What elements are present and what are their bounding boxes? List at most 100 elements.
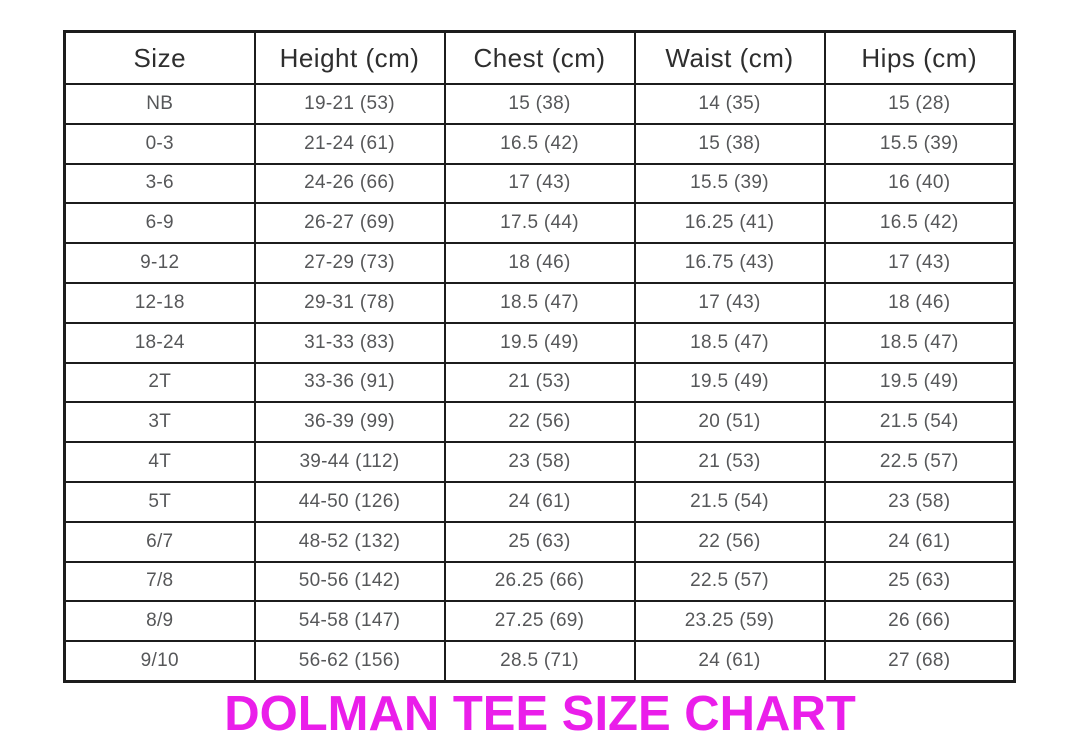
table-row: 6/7 48-52 (132) 25 (63) 22 (56) 24 (61): [63, 520, 1016, 563]
measurement-cell: 15 (38): [633, 122, 826, 165]
measurement-cell: 16.5 (42): [443, 122, 636, 165]
measurement-cell: 36-39 (99): [253, 401, 446, 444]
measurement-cell: 16.75 (43): [633, 242, 826, 284]
measurement-cell: 22 (56): [443, 401, 636, 444]
size-cell: 4T: [63, 441, 256, 483]
column-header: Hips (cm): [823, 30, 1016, 85]
table-row: 0-3 21-24 (61) 16.5 (42) 15 (38) 15.5 (39): [63, 122, 1016, 165]
measurement-cell: 17 (43): [823, 242, 1016, 284]
measurement-cell: 29-31 (78): [253, 281, 446, 324]
table-row: 9/10 56-62 (156) 28.5 (71) 24 (61) 27 (68): [63, 640, 1016, 683]
measurement-cell: 17.5 (44): [443, 202, 636, 245]
measurement-cell: 20 (51): [633, 401, 826, 444]
measurement-cell: 26-27 (69): [253, 202, 446, 245]
table-row: 7/8 50-56 (142) 26.25 (66) 22.5 (57) 25 (63): [63, 560, 1016, 603]
measurement-cell: 18.5 (47): [633, 321, 826, 364]
measurement-cell: 19.5 (49): [823, 361, 1016, 404]
measurement-cell: 56-62 (156): [253, 640, 446, 683]
column-header: Waist (cm): [633, 30, 826, 85]
measurement-cell: 24 (61): [443, 480, 636, 523]
table-row: NB 19-21 (53) 15 (38) 14 (35) 15 (28): [63, 83, 1016, 125]
column-header: Height (cm): [253, 30, 446, 85]
measurement-cell: 33-36 (91): [253, 361, 446, 404]
measurement-cell: 27 (68): [823, 640, 1016, 683]
measurement-cell: 15.5 (39): [633, 162, 826, 205]
size-cell: 9-12: [63, 242, 256, 284]
table-header: Size Height (cm) Chest (cm) Waist (cm) Hips …: [63, 30, 1016, 85]
measurement-cell: 31-33 (83): [253, 321, 446, 364]
size-cell: 5T: [63, 480, 256, 523]
measurement-cell: 19.5 (49): [633, 361, 826, 404]
table-body: NB 19-21 (53) 15 (38) 14 (35) 15 (28) 0-3 21-2…: [63, 83, 1016, 683]
measurement-cell: 15.5 (39): [823, 122, 1016, 165]
table-row: 3T 36-39 (99) 22 (56) 20 (51) 21.5 (54): [63, 401, 1016, 444]
measurement-cell: 22 (56): [633, 520, 826, 563]
size-cell: 8/9: [63, 600, 256, 643]
measurement-cell: 48-52 (132): [253, 520, 446, 563]
table-row: 12-18 29-31 (78) 18.5 (47) 17 (43) 18 (46): [63, 281, 1016, 324]
size-cell: NB: [63, 83, 256, 125]
size-cell: 0-3: [63, 122, 256, 165]
table-row: 5T 44-50 (126) 24 (61) 21.5 (54) 23 (58): [63, 480, 1016, 523]
size-cell: 12-18: [63, 281, 256, 324]
measurement-cell: 24 (61): [633, 640, 826, 683]
measurement-cell: 18.5 (47): [823, 321, 1016, 364]
measurement-cell: 18 (46): [823, 281, 1016, 324]
measurement-cell: 39-44 (112): [253, 441, 446, 483]
size-cell: 18-24: [63, 321, 256, 364]
measurement-cell: 28.5 (71): [443, 640, 636, 683]
measurement-cell: 21.5 (54): [633, 480, 826, 523]
size-cell: 3T: [63, 401, 256, 444]
table-row: 9-12 27-29 (73) 18 (46) 16.75 (43) 17 (43): [63, 242, 1016, 284]
size-cell: 2T: [63, 361, 256, 404]
chart-title: DOLMAN TEE SIZE CHART: [224, 687, 856, 741]
measurement-cell: 21.5 (54): [823, 401, 1016, 444]
measurement-cell: 27.25 (69): [443, 600, 636, 643]
measurement-cell: 24-26 (66): [253, 162, 446, 205]
measurement-cell: 17 (43): [443, 162, 636, 205]
measurement-cell: 22.5 (57): [633, 560, 826, 603]
size-cell: 6-9: [63, 202, 256, 245]
measurement-cell: 26.25 (66): [443, 560, 636, 603]
measurement-cell: 15 (28): [823, 83, 1016, 125]
measurement-cell: 19.5 (49): [443, 321, 636, 364]
measurement-cell: 16.25 (41): [633, 202, 826, 245]
measurement-cell: 25 (63): [823, 560, 1016, 603]
measurement-cell: 21-24 (61): [253, 122, 446, 165]
measurement-cell: 14 (35): [633, 83, 826, 125]
size-cell: 7/8: [63, 560, 256, 603]
table-row: 18-24 31-33 (83) 19.5 (49) 18.5 (47) 18.5 (4…: [63, 321, 1016, 364]
measurement-cell: 22.5 (57): [823, 441, 1016, 483]
measurement-cell: 21 (53): [633, 441, 826, 483]
measurement-cell: 23 (58): [443, 441, 636, 483]
measurement-cell: 44-50 (126): [253, 480, 446, 523]
measurement-cell: 54-58 (147): [253, 600, 446, 643]
table-row: 2T 33-36 (91) 21 (53) 19.5 (49) 19.5 (49): [63, 361, 1016, 404]
measurement-cell: 27-29 (73): [253, 242, 446, 284]
measurement-cell: 23 (58): [823, 480, 1016, 523]
size-cell: 3-6: [63, 162, 256, 205]
measurement-cell: 16.5 (42): [823, 202, 1016, 245]
measurement-cell: 18.5 (47): [443, 281, 636, 324]
measurement-cell: 25 (63): [443, 520, 636, 563]
measurement-cell: 18 (46): [443, 242, 636, 284]
measurement-cell: 23.25 (59): [633, 600, 826, 643]
measurement-cell: 15 (38): [443, 83, 636, 125]
header-row: Size Height (cm) Chest (cm) Waist (cm) Hips …: [63, 30, 1016, 85]
size-cell: 9/10: [63, 640, 256, 683]
measurement-cell: 19-21 (53): [253, 83, 446, 125]
measurement-cell: 17 (43): [633, 281, 826, 324]
measurement-cell: 21 (53): [443, 361, 636, 404]
column-header: Chest (cm): [443, 30, 636, 85]
size-cell: 6/7: [63, 520, 256, 563]
column-header: Size: [63, 30, 256, 85]
table-row: 4T 39-44 (112) 23 (58) 21 (53) 22.5 (57): [63, 441, 1016, 483]
table-row: 3-6 24-26 (66) 17 (43) 15.5 (39) 16 (40): [63, 162, 1016, 205]
measurement-cell: 24 (61): [823, 520, 1016, 563]
measurement-cell: 16 (40): [823, 162, 1016, 205]
measurement-cell: 50-56 (142): [253, 560, 446, 603]
table-row: 8/9 54-58 (147) 27.25 (69) 23.25 (59) 26 (66…: [63, 600, 1016, 643]
table-row: 6-9 26-27 (69) 17.5 (44) 16.25 (41) 16.5 (42…: [63, 202, 1016, 245]
size-chart-table: Size Height (cm) Chest (cm) Waist (cm) Hips …: [63, 30, 1016, 683]
